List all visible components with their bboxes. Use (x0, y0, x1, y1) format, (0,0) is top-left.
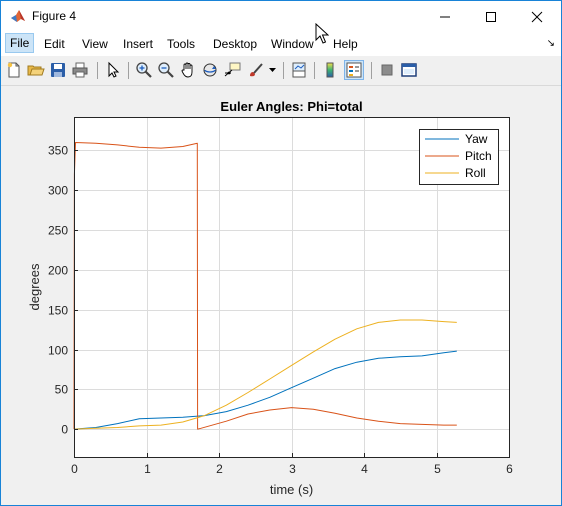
toolbar-separator (283, 62, 284, 79)
series-lines (73, 142, 457, 430)
x-tick-label: 1 (144, 462, 151, 476)
brush-icon[interactable] (247, 61, 265, 79)
y-tick-label: 200 (48, 264, 68, 278)
y-tick-label: 0 (61, 423, 68, 437)
colorbar-icon[interactable] (321, 61, 339, 79)
y-tick-label: 250 (48, 224, 68, 238)
legend-label-yaw: Yaw (465, 132, 488, 146)
y-tick-label: 50 (55, 383, 69, 397)
mouse-cursor-icon (315, 23, 329, 44)
link-plot-icon[interactable] (290, 61, 308, 79)
menu-help[interactable]: Help (333, 37, 358, 51)
matlab-logo-icon (11, 10, 25, 22)
y-axis-label: degrees (27, 263, 42, 310)
pan-hand-icon[interactable] (179, 61, 197, 79)
figure-toolbar (1, 56, 561, 86)
chart-title: Euler Angles: Phi=total (220, 99, 362, 114)
brush-dropdown-arrow-icon[interactable] (269, 68, 276, 73)
x-tick-label: 5 (434, 462, 441, 476)
legend[interactable]: Yaw Pitch Roll (419, 129, 499, 185)
close-button[interactable] (514, 1, 560, 32)
x-tick-label: 3 (289, 462, 296, 476)
window-title: Figure 4 (32, 9, 77, 23)
menu-desktop[interactable]: Desktop (213, 37, 258, 51)
x-tick-label: 0 (71, 462, 78, 476)
menu-file[interactable]: File (5, 33, 35, 53)
minimize-icon (440, 16, 450, 17)
axis-ticks: 0 1 2 3 4 5 6 0 50 100 150 200 250 300 350 (48, 144, 513, 477)
new-figure-icon[interactable] (5, 61, 23, 79)
euler-angles-chart[interactable]: 0 1 2 3 4 5 6 0 50 100 150 200 250 300 350 Euler Angle… (1, 86, 561, 505)
zoom-in-icon[interactable] (135, 61, 153, 79)
toolbar-separator (371, 62, 372, 79)
menu-view[interactable]: View (82, 37, 108, 51)
open-file-icon[interactable] (27, 61, 45, 79)
y-tick-label: 350 (48, 144, 68, 158)
toolbar-separator (97, 62, 98, 79)
menu-tools[interactable]: Tools (167, 37, 196, 51)
y-tick-label: 300 (48, 184, 68, 198)
minimize-button[interactable] (422, 1, 468, 32)
series-line-roll[interactable] (73, 319, 457, 430)
x-axis-label: time (s) (270, 482, 313, 497)
menu-insert[interactable]: Insert (123, 37, 154, 51)
x-tick-label: 6 (506, 462, 513, 476)
y-tick-label: 100 (48, 344, 68, 358)
legend-icon[interactable] (344, 60, 364, 80)
print-icon[interactable] (71, 61, 89, 79)
menu-bar: File Edit View Insert Tools Desktop Wind… (1, 32, 561, 56)
maximize-button[interactable] (468, 1, 514, 32)
series-line-pitch[interactable] (73, 142, 457, 430)
series-line-yaw[interactable] (73, 350, 457, 430)
close-icon (531, 11, 543, 22)
y-tick-label: 150 (48, 304, 68, 318)
menu-edit[interactable]: Edit (44, 37, 65, 51)
data-cursor-icon[interactable] (223, 61, 241, 79)
menu-window[interactable]: Window (271, 37, 314, 51)
axes-frame (74, 117, 510, 458)
toolbar-separator (314, 62, 315, 79)
figure-canvas[interactable]: 0 1 2 3 4 5 6 0 50 100 150 200 250 300 350 Euler Angle… (1, 86, 561, 505)
x-tick-label: 2 (216, 462, 223, 476)
edit-plot-arrow-icon[interactable] (104, 61, 122, 79)
hide-plot-tools-icon[interactable] (378, 61, 396, 79)
zoom-out-icon[interactable] (157, 61, 175, 79)
save-icon[interactable] (49, 61, 67, 79)
show-plot-tools-icon[interactable] (400, 61, 418, 79)
maximize-icon (486, 11, 496, 22)
title-bar[interactable]: Figure 4 (1, 1, 561, 32)
menu-overflow-arrow-icon[interactable]: ↘ (546, 38, 555, 49)
legend-label-roll: Roll (465, 166, 486, 180)
toolbar-separator (128, 62, 129, 79)
legend-label-pitch: Pitch (465, 149, 492, 163)
x-tick-label: 4 (361, 462, 368, 476)
rotate-3d-icon[interactable] (201, 61, 219, 79)
